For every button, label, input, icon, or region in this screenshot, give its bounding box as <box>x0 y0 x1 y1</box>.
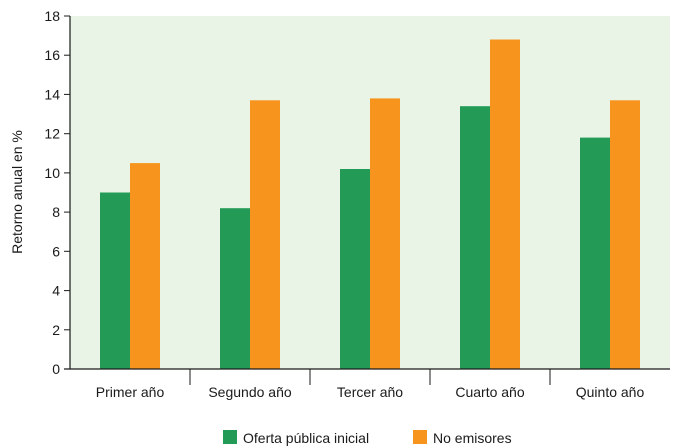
y-tick-label: 6 <box>52 243 60 259</box>
axes-layer <box>64 15 670 385</box>
y-tick-label: 10 <box>44 165 60 181</box>
y-tick-label: 12 <box>44 126 60 142</box>
bar-no-emisores-4 <box>490 39 520 369</box>
bars-layer <box>100 39 640 370</box>
legend: Oferta pública inicial No emisores <box>223 430 512 446</box>
x-tick-label: Tercer año <box>337 384 403 400</box>
bar-no-emisores-2 <box>250 100 280 370</box>
x-tick-label: Primer año <box>96 384 165 400</box>
bar-oferta-5 <box>580 137 610 369</box>
bar-oferta-4 <box>460 106 490 369</box>
y-tick-label: 18 <box>44 8 60 24</box>
y-tick-label: 8 <box>52 204 60 220</box>
bar-oferta-3 <box>340 169 370 369</box>
bar-oferta-1 <box>100 192 130 369</box>
y-tick-label: 4 <box>52 283 60 299</box>
bar-no-emisores-5 <box>610 100 640 370</box>
y-axis-title: Retorno anual en % <box>9 130 25 254</box>
x-tick-labels: Primer año Segundo año Tercer año Cuarto añ… <box>96 384 645 400</box>
legend-label-2: No emisores <box>433 430 512 446</box>
x-tick-label: Segundo año <box>208 384 292 400</box>
y-tick-label: 2 <box>52 322 60 338</box>
x-tick-label: Cuarto año <box>455 384 524 400</box>
y-tick-label: 0 <box>52 361 60 377</box>
x-tick-label: Quinto año <box>576 384 645 400</box>
bar-no-emisores-3 <box>370 98 400 370</box>
y-tick-label: 16 <box>44 47 60 63</box>
y-tick-labels: 0 2 4 6 8 10 12 14 16 18 <box>44 8 60 377</box>
y-tick-label: 14 <box>44 86 60 102</box>
bar-oferta-2 <box>220 208 250 369</box>
legend-swatch-1 <box>223 430 237 444</box>
bar-no-emisores-1 <box>130 163 160 369</box>
legend-label-1: Oferta pública inicial <box>243 430 369 446</box>
legend-swatch-2 <box>413 430 427 444</box>
